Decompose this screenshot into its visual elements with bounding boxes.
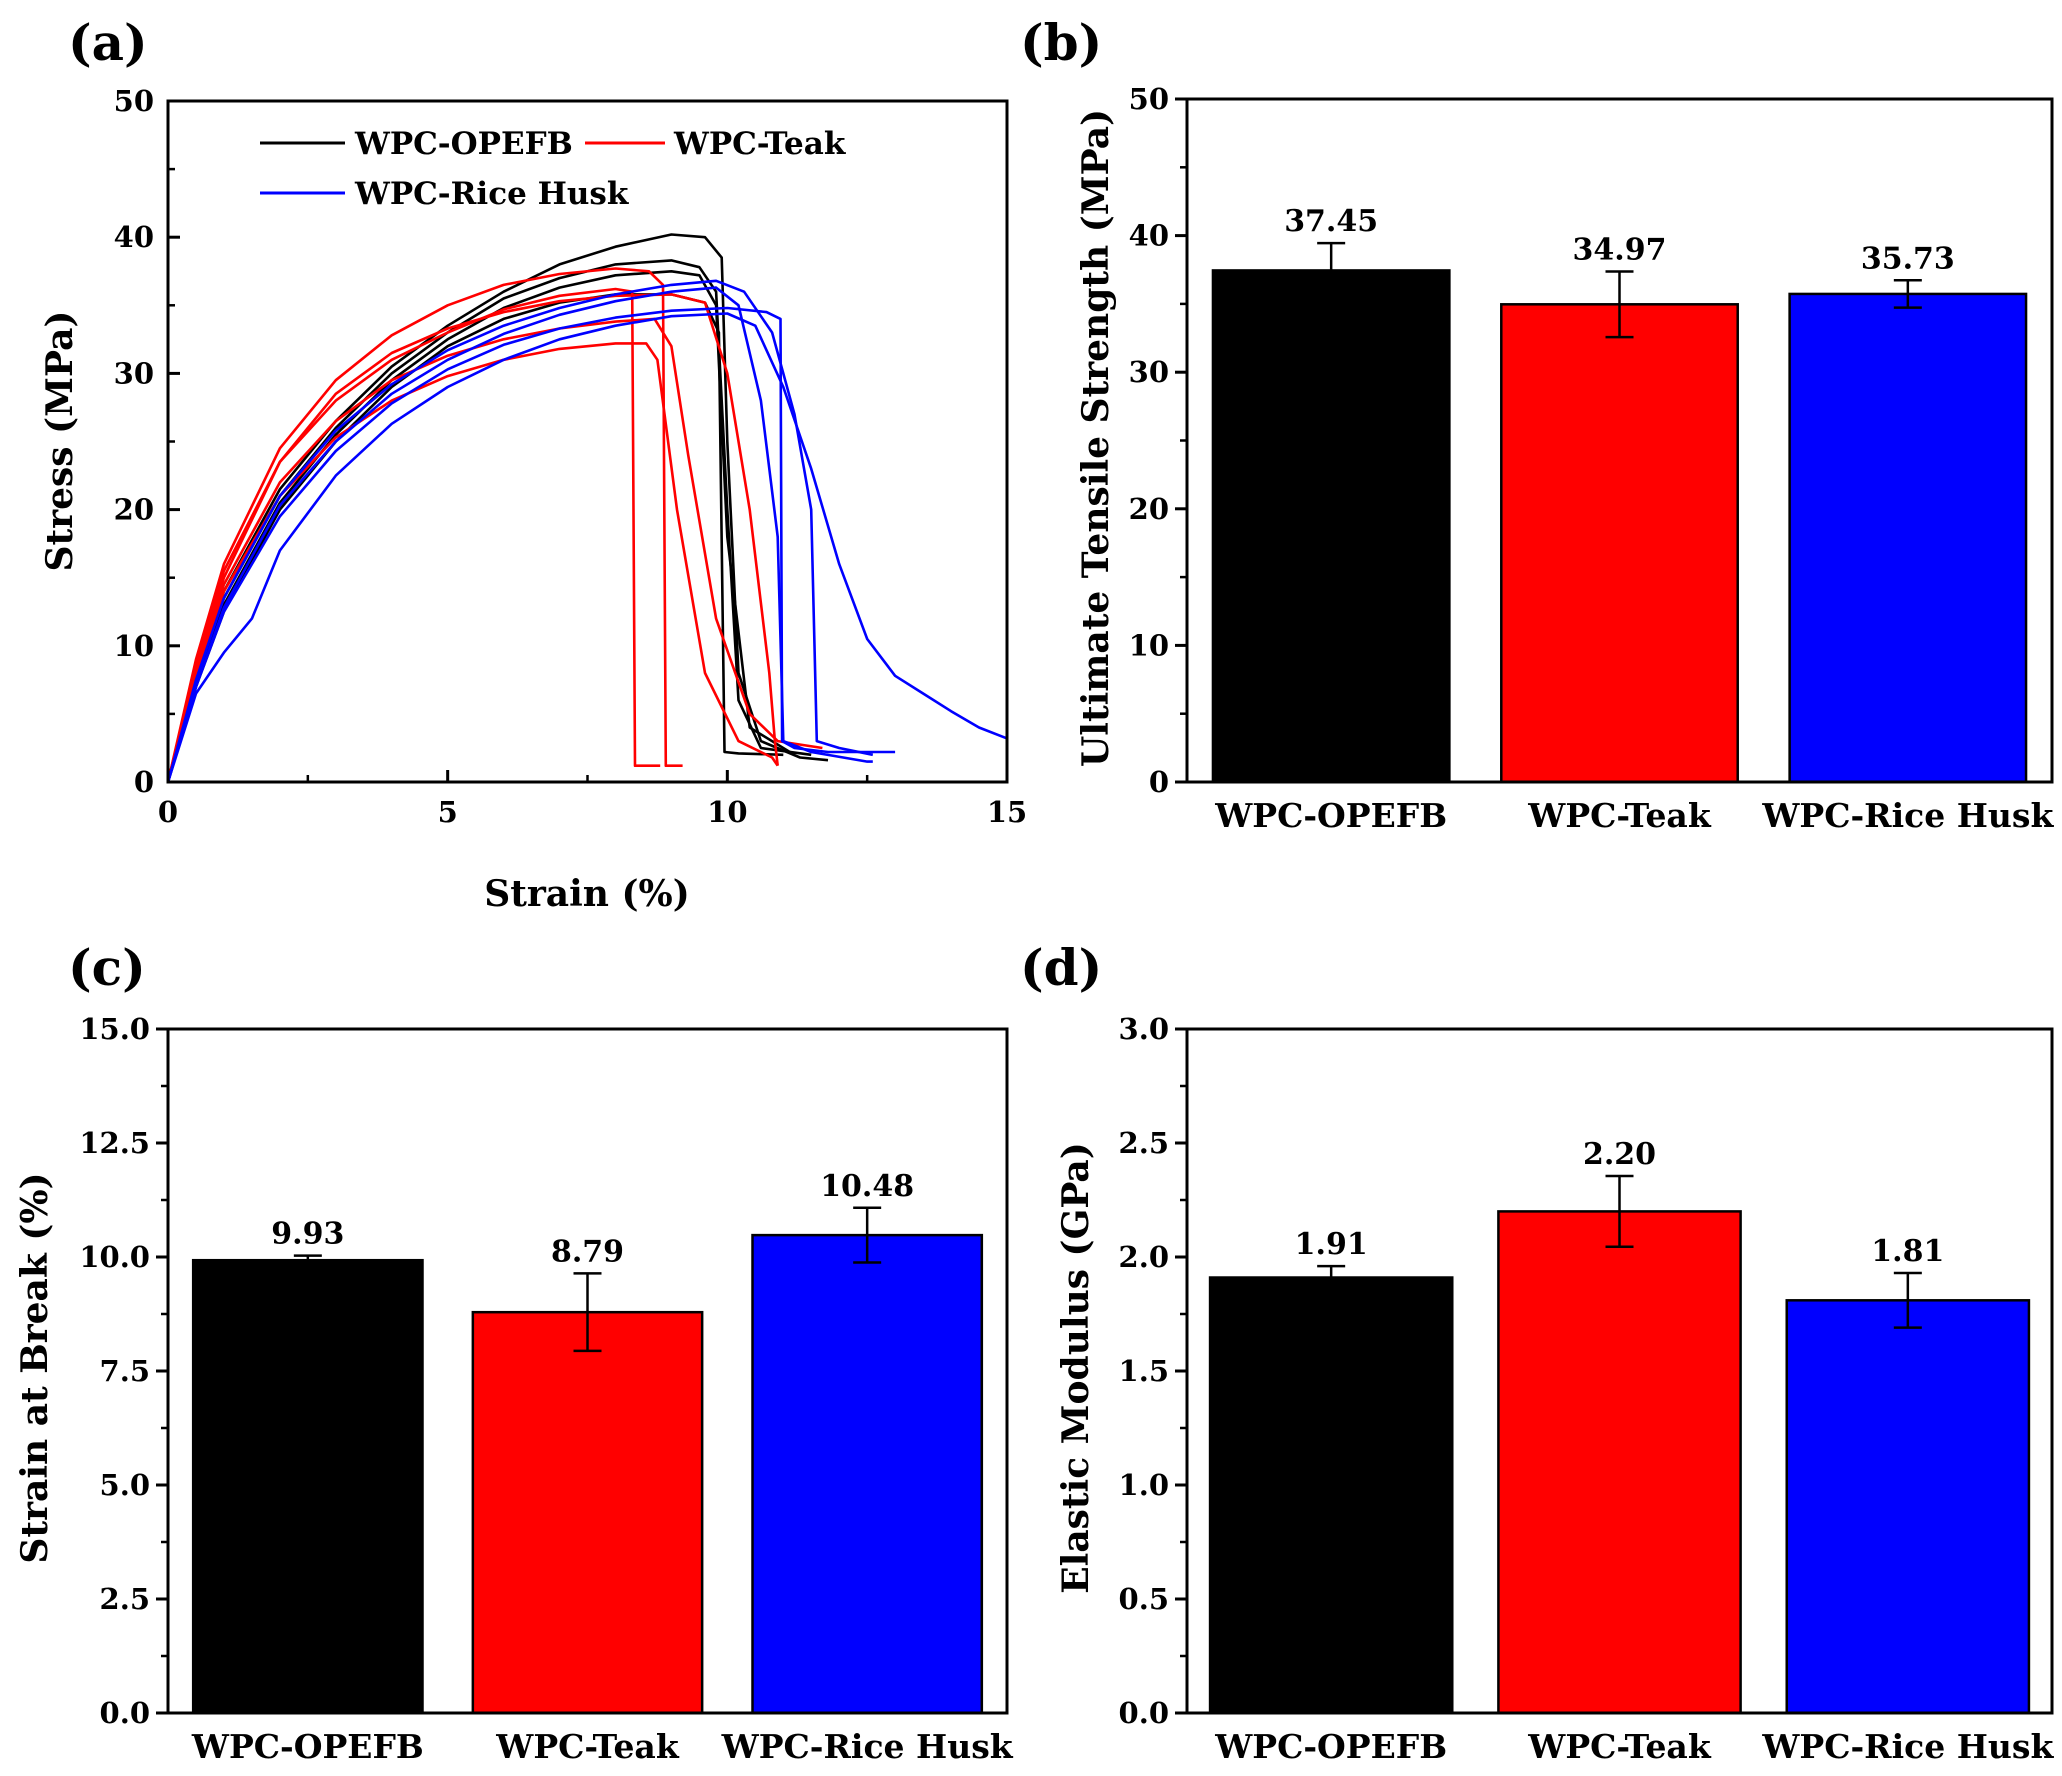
value-label: 2.20: [1583, 1137, 1656, 1172]
y-tick-label: 10: [1129, 628, 1169, 662]
y-tick-label: 30: [1129, 355, 1169, 389]
value-label: 1.91: [1295, 1227, 1368, 1262]
x-tick-label: 10: [707, 795, 747, 829]
value-label: 1.81: [1871, 1234, 1944, 1269]
y-tick-label: 20: [114, 493, 154, 527]
bar-wpc-teak: [471, 1310, 704, 1715]
legend-label-rice: WPC-Rice Husk: [354, 176, 630, 212]
x-tick-label: 5: [438, 795, 458, 829]
curve-wpc-opefb-0: [166, 233, 829, 783]
value-label: 8.79: [551, 1234, 624, 1269]
y-tick-label: 20: [1129, 492, 1169, 526]
panel-a-ylabel: Stress (MPa): [39, 311, 81, 572]
category-label: WPC-Rice Husk: [721, 1727, 1014, 1766]
y-tick-label: 0.0: [1119, 1696, 1169, 1730]
value-label: 34.97: [1573, 233, 1667, 268]
bar-wpc-opefb: [1208, 1276, 1454, 1715]
y-tick-label: 30: [114, 356, 154, 390]
panel-a-xlabel: Strain (%): [484, 873, 690, 915]
panel-c-plot: 9.93 WPC-OPEFB 8.79 WPC-Teak 10.48 WPC-Rice H…: [79, 1012, 1013, 1766]
curve-wpc-opefb-2: [166, 270, 796, 783]
y-tick-label: 0: [1149, 765, 1169, 799]
bar-wpc-rice-husk: [1785, 1299, 2031, 1715]
y-tick-label: 50: [1129, 82, 1169, 116]
curve-wpc-opefb-3: [166, 293, 784, 783]
panel-b-ylabel: Ultimate Tensile Strength (MPa): [1075, 109, 1117, 767]
bar-wpc-teak: [1500, 303, 1739, 784]
y-tick-label: 2.5: [100, 1582, 150, 1616]
y-tick-label: 40: [114, 220, 154, 254]
value-label: 37.45: [1284, 204, 1378, 239]
y-tick-label: 0.0: [100, 1696, 150, 1730]
panel-d-ylabel: Elastic Modulus (GPa): [1055, 1142, 1097, 1594]
panel-b: (b) 37.45 WPC-OPEFB 34.97 WPC-Teak 35.73 WPC-…: [1020, 13, 2054, 835]
y-tick-label: 0.5: [1119, 1582, 1169, 1616]
panel-b-plot: 37.45 WPC-OPEFB 34.97 WPC-Teak 35.73 WPC-Rice…: [1129, 82, 2055, 835]
panel-d-label: (d): [1020, 938, 1102, 997]
y-tick-label: 10: [114, 629, 154, 663]
curve-wpc-rice-husk-10: [166, 312, 1008, 783]
legend-label-opefb: WPC-OPEFB: [354, 126, 573, 162]
value-label: 10.48: [820, 1169, 914, 1204]
value-label: 35.73: [1861, 241, 1955, 276]
y-tick-label: 7.5: [100, 1354, 150, 1388]
y-tick-label: 5.0: [100, 1468, 150, 1502]
category-label: WPC-Teak: [1527, 796, 1712, 835]
curve-wpc-teak-7: [166, 342, 779, 783]
curve-wpc-rice-husk-12: [166, 286, 873, 783]
panel-b-label: (b): [1020, 13, 1102, 72]
panel-d: (d) 1.91 WPC-OPEFB 2.20 WPC-Teak 1.81 WPC-Ric…: [1020, 938, 2054, 1766]
curve-wpc-teak-8: [166, 293, 779, 783]
bar-wpc-rice-husk: [751, 1233, 984, 1715]
y-tick-label: 50: [114, 84, 154, 118]
category-label: WPC-Teak: [495, 1727, 680, 1766]
y-tick-label: 10.0: [79, 1240, 150, 1274]
category-label: WPC-OPEFB: [1214, 1727, 1447, 1766]
y-tick-label: 12.5: [79, 1126, 150, 1160]
bar-wpc-rice-husk: [1788, 292, 2028, 784]
category-label: WPC-Rice Husk: [1761, 1727, 2054, 1766]
panel-a-series: [166, 233, 1008, 783]
legend-label-teak: WPC-Teak: [673, 126, 847, 162]
curve-wpc-rice-husk-9: [166, 306, 896, 783]
y-tick-label: 1.0: [1119, 1468, 1169, 1502]
bar-wpc-opefb: [1211, 269, 1451, 784]
y-tick-label: 0: [134, 765, 154, 799]
panel-a-label: (a): [68, 13, 148, 72]
category-label: WPC-OPEFB: [1214, 796, 1447, 835]
panel-a-legend: WPC-OPEFB WPC-Teak WPC-Rice Husk: [260, 126, 847, 212]
y-tick-label: 1.5: [1119, 1354, 1169, 1388]
curve-wpc-teak-4: [166, 267, 683, 783]
y-tick-label: 2.5: [1119, 1126, 1169, 1160]
panel-c: (c) 9.93 WPC-OPEFB 8.79 WPC-Teak 10.48 WPC-Ri…: [14, 938, 1014, 1766]
x-tick-label: 0: [158, 795, 178, 829]
panel-d-plot: 1.91 WPC-OPEFB 2.20 WPC-Teak 1.81 WPC-Rice Hu…: [1119, 1012, 2055, 1766]
y-tick-label: 15.0: [79, 1012, 150, 1046]
panel-c-ylabel: Strain at Break (%): [14, 1172, 56, 1563]
category-label: WPC-Teak: [1527, 1727, 1712, 1766]
bar-wpc-opefb: [191, 1258, 424, 1715]
panel-c-label: (c): [68, 938, 146, 997]
category-label: WPC-OPEFB: [191, 1727, 424, 1766]
curve-wpc-rice-husk-11: [166, 279, 874, 783]
y-tick-label: 2.0: [1119, 1240, 1169, 1274]
x-tick-label: 15: [987, 795, 1027, 829]
bar-wpc-teak: [1497, 1210, 1742, 1715]
category-label: WPC-Rice Husk: [1761, 796, 2054, 835]
value-label: 9.93: [271, 1217, 344, 1252]
y-tick-label: 40: [1129, 219, 1169, 253]
panel-a: (a) 0 5 10 15 0 10 20 30 40 50 WPC-OPEFB WPC-Teak…: [39, 13, 1027, 915]
y-tick-label: 3.0: [1119, 1012, 1169, 1046]
panel-a-ticks: 0 5 10 15 0 10 20 30 40 50: [114, 84, 1028, 829]
